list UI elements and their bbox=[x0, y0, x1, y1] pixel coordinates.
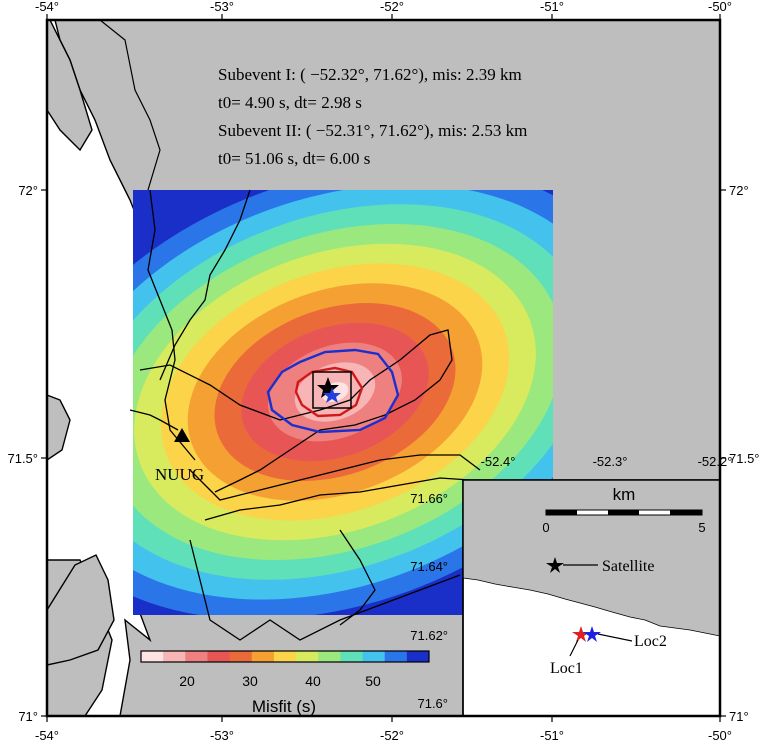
colorbar-segment bbox=[185, 651, 208, 662]
lon-tick-top-52: -52° bbox=[380, 0, 404, 14]
loc2-star-icon bbox=[583, 626, 601, 642]
colorbar-segment bbox=[163, 651, 186, 662]
lon-tick-bot-50: -50° bbox=[708, 728, 732, 743]
lon-tick-bot-52: -52° bbox=[380, 728, 404, 743]
inset-scale-title: km bbox=[613, 485, 636, 504]
colorbar-segment bbox=[406, 651, 430, 662]
colorbar-segment bbox=[296, 651, 319, 662]
inset-scale-tick-5: 5 bbox=[698, 520, 705, 535]
blue-star-icon bbox=[323, 387, 341, 403]
colorbar-tick-50: 50 bbox=[365, 673, 381, 689]
west-island bbox=[47, 20, 93, 152]
loc1-label: Loc1 bbox=[550, 660, 583, 677]
lon-tick-bot-54: -54° bbox=[35, 728, 59, 743]
lat-tick-left-72: 72° bbox=[18, 183, 38, 198]
southwest-island bbox=[47, 554, 115, 666]
inset-land bbox=[463, 480, 720, 637]
satellite-label: Satellite bbox=[602, 558, 654, 575]
triangle-icon bbox=[174, 428, 190, 442]
lon-tick-bot-51: -51° bbox=[540, 728, 564, 743]
subevent-1-timing: t0= 4.90 s, dt= 2.98 s bbox=[218, 93, 362, 112]
lat-tick-left-71-5: 71.5° bbox=[7, 451, 38, 466]
colorbar bbox=[140, 650, 430, 663]
colorbar-tick-30: 30 bbox=[242, 673, 258, 689]
subevent-2-timing: t0= 51.06 s, dt= 6.00 s bbox=[218, 149, 370, 168]
inset-scale-tick-0: 0 bbox=[542, 520, 549, 535]
inset-panel: km 0 5 Satellite Loc2 Loc1 bbox=[462, 479, 721, 717]
colorbar-tick-20: 20 bbox=[179, 673, 195, 689]
colorbar-title: Misfit (s) bbox=[252, 697, 316, 716]
satellite-star-icon bbox=[546, 557, 564, 573]
loc1-star-icon bbox=[572, 626, 590, 642]
inset-lon-tick-52-2: -52.2° bbox=[698, 454, 733, 469]
coastline-overlay bbox=[129, 189, 481, 641]
lat-tick-left-71: 71° bbox=[18, 709, 38, 724]
blue-contour bbox=[266, 348, 400, 434]
red-contour bbox=[294, 366, 364, 418]
lon-tick-top-50: -50° bbox=[708, 0, 732, 14]
loc2-label: Loc2 bbox=[634, 633, 667, 650]
colorbar-segment bbox=[141, 651, 164, 662]
inset-footprint-box bbox=[312, 371, 352, 409]
map-frame bbox=[45, 18, 722, 718]
colorbar-segment bbox=[340, 651, 364, 662]
subevent-2-location: Subevent II: ( −52.31°, 71.62°), mis: 2.… bbox=[218, 121, 527, 140]
colorbar-segment bbox=[384, 651, 408, 662]
lat-tick-right-71-5: 71.5° bbox=[729, 451, 760, 466]
colorbar-frame bbox=[140, 650, 430, 663]
lon-tick-top-51: -51° bbox=[540, 0, 564, 14]
inset-lat-tick-71-6: 71.6° bbox=[417, 696, 448, 711]
lon-tick-bot-53: -53° bbox=[210, 728, 234, 743]
colorbar-segment bbox=[273, 651, 297, 662]
lon-tick-top-54: -54° bbox=[35, 0, 59, 14]
west-island-small bbox=[47, 394, 71, 461]
station-label: NUUG bbox=[155, 465, 204, 484]
inset-lon-tick-52-4: -52.4° bbox=[481, 454, 516, 469]
subevent-1-location: Subevent I: ( −52.32°, 71.62°), mis: 2.3… bbox=[218, 65, 522, 84]
lon-tick-top-53: -53° bbox=[210, 0, 234, 14]
colorbar-tick-40: 40 bbox=[305, 673, 321, 689]
colorbar-segment bbox=[362, 651, 386, 662]
lat-tick-right-71: 71° bbox=[729, 709, 749, 724]
colorbar-segment bbox=[251, 651, 275, 662]
colorbar-segment bbox=[318, 651, 341, 662]
inset-lon-tick-52-3: -52.3° bbox=[593, 454, 628, 469]
lat-tick-right-72: 72° bbox=[729, 183, 749, 198]
colorbar-segment bbox=[207, 651, 231, 662]
inset-lat-tick-71-66: 71.66° bbox=[410, 491, 448, 506]
colorbar-segment bbox=[229, 651, 253, 662]
inset-lat-tick-71-64: 71.64° bbox=[410, 559, 448, 574]
inset-lat-tick-71-62: 71.62° bbox=[410, 628, 448, 643]
